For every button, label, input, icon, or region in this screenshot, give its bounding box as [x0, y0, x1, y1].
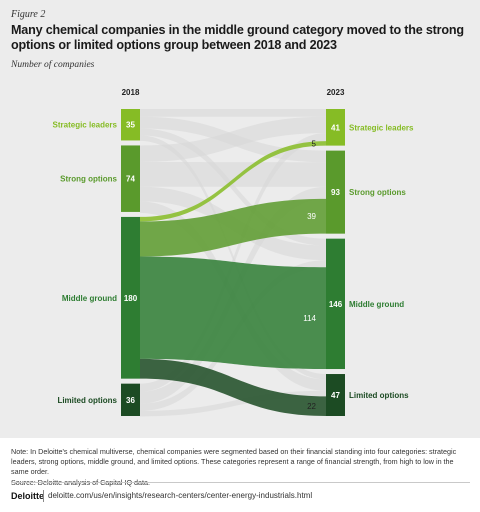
chart-title: Many chemical companies in the middle gr…: [11, 23, 464, 52]
background-flow-strong-options-to-strong-options: [140, 161, 326, 187]
background-flow-strategic-leaders-to-limited-options: [140, 135, 326, 380]
right-nodes: 41 Strategic leaders 93 Strong options 146 Mi…: [326, 109, 414, 416]
right-node-value-limited-options: 47: [331, 391, 340, 400]
flow-middle-ground-to-strong-options: [140, 198, 326, 257]
source-text: Source: Deloitte analysis of Capital IQ …: [11, 478, 471, 488]
left-node-value-strong-options: 74: [126, 175, 135, 184]
figure-panel: Figure 2 Many chemical companies in the …: [0, 0, 480, 438]
flow-middle-ground-to-strategic-leaders: [140, 141, 326, 222]
right-node-limited-options: [326, 374, 345, 416]
background-flow-strategic-leaders-to-strategic-leaders: [140, 109, 326, 117]
left-node-label-strong-options: Strong options: [60, 175, 117, 184]
left-nodes: 35 Strategic leaders 74 Strong options 180 Mi…: [53, 109, 140, 416]
right-node-value-strategic-leaders: 41: [331, 123, 340, 132]
sankey-chart: 5 39 114 22 35 Strategic leaders 74 Strong opti…: [53, 88, 414, 417]
left-node-label-middle-ground: Middle ground: [62, 294, 117, 303]
right-node-label-strong-options: Strong options: [349, 188, 406, 197]
flow-value-strong-options: 39: [307, 212, 316, 221]
left-node-value-middle-ground: 180: [124, 294, 138, 303]
left-node-strong-options: [121, 145, 140, 212]
right-node-value-strong-options: 93: [331, 188, 340, 197]
left-node-value-strategic-leaders: 35: [126, 121, 135, 130]
flow-middle-ground-to-middle-ground: [140, 256, 326, 370]
right-node-strong-options: [326, 150, 345, 234]
right-node-label-middle-ground: Middle ground: [349, 300, 404, 309]
right-node-strategic-leaders: [326, 109, 345, 146]
flow-value-limited-options: 22: [307, 402, 316, 411]
right-node-label-limited-options: Limited options: [349, 391, 409, 400]
flow-value-middle-ground: 114: [303, 314, 316, 323]
right-node-value-middle-ground: 146: [329, 300, 343, 309]
right-node-label-strategic-leaders: Strategic leaders: [349, 123, 414, 132]
column-header-2018: 2018: [122, 88, 140, 97]
left-node-limited-options: [121, 383, 140, 416]
note-text: Note: In Deloitte's chemical multiverse,…: [11, 447, 457, 476]
left-node-label-limited-options: Limited options: [57, 396, 117, 405]
brand-logo: Deloitte: [11, 491, 45, 501]
chart-subtitle: Number of companies: [11, 60, 95, 70]
highlighted-flows: 5 39 114 22: [140, 139, 326, 416]
left-node-value-limited-options: 36: [126, 396, 135, 405]
left-node-label-strategic-leaders: Strategic leaders: [53, 121, 118, 130]
footer-divider: [11, 482, 470, 483]
flow-value-strategic-leaders: 5: [312, 139, 317, 148]
background-flow-strategic-leaders-to-middle-ground: [140, 128, 326, 246]
right-node-middle-ground: [326, 238, 345, 370]
left-node-strategic-leaders: [121, 109, 140, 141]
flow-middle-ground-to-limited-options: [140, 358, 326, 416]
column-header-2023: 2023: [327, 88, 345, 97]
left-node-middle-ground: [121, 216, 140, 379]
source-link[interactable]: deloitte.com/us/en/insights/research-cen…: [48, 491, 313, 500]
figure-label: Figure 2: [11, 9, 46, 20]
footer-separator: [43, 490, 44, 502]
background-flow-strong-options-to-strategic-leaders: [140, 116, 326, 162]
